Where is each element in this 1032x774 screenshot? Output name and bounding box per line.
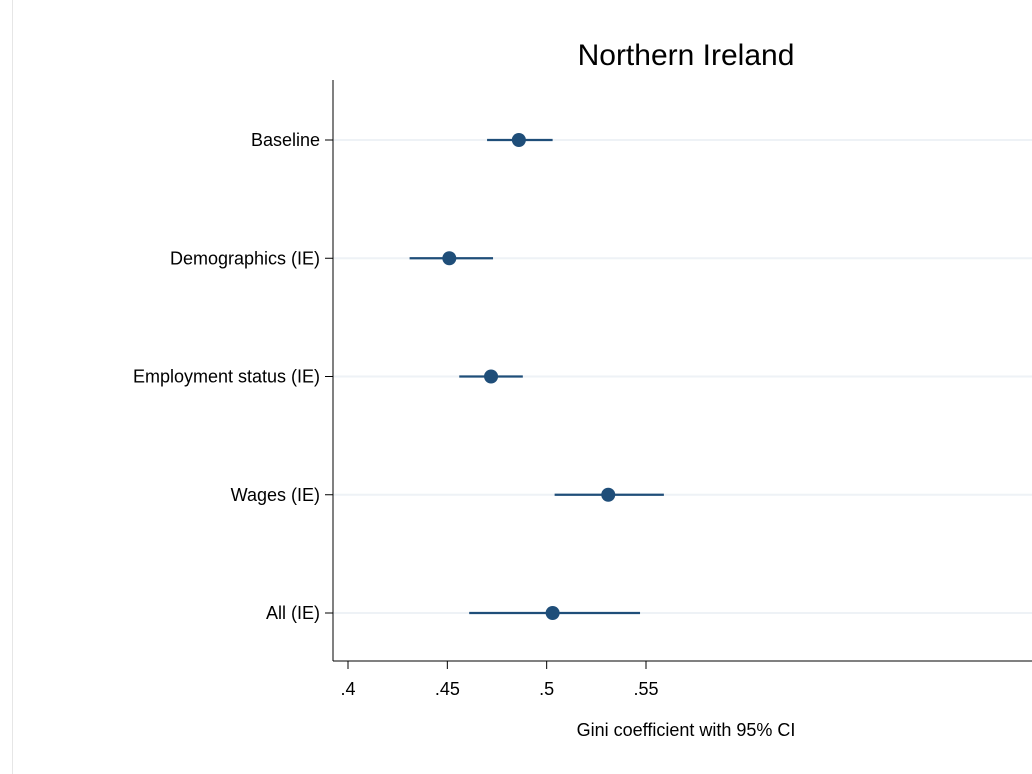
x-tick-label: .4 bbox=[340, 679, 355, 699]
point-estimate bbox=[484, 369, 499, 384]
x-tick-label: .55 bbox=[633, 679, 658, 699]
y-tick-label: Employment status (IE) bbox=[133, 367, 320, 387]
x-tick-label: .5 bbox=[539, 679, 554, 699]
y-tick-label: Wages (IE) bbox=[231, 485, 320, 505]
x-axis: .4 .45 .5 .55 bbox=[333, 660, 1032, 699]
point-estimate bbox=[545, 606, 560, 620]
y-tick-label: All (IE) bbox=[266, 603, 320, 623]
point-estimate bbox=[511, 133, 526, 147]
gridlines bbox=[333, 139, 1032, 614]
chart-svg: Northern Ireland Baseline Demographics (I… bbox=[133, 39, 1032, 740]
x-tick-label: .45 bbox=[435, 679, 460, 699]
x-axis-label: Gini coefficient with 95% CI bbox=[577, 720, 796, 740]
chart-title: Northern Ireland bbox=[578, 39, 795, 72]
y-axis: Baseline Demographics (IE) Employment stat… bbox=[133, 80, 334, 661]
point-estimate bbox=[601, 487, 616, 502]
data-marks bbox=[409, 133, 664, 620]
point-estimate bbox=[442, 251, 457, 266]
y-tick-label: Demographics (IE) bbox=[170, 248, 320, 268]
chart-frame: Northern Ireland Baseline Demographics (I… bbox=[12, 0, 1032, 774]
y-tick-label: Baseline bbox=[251, 130, 320, 150]
